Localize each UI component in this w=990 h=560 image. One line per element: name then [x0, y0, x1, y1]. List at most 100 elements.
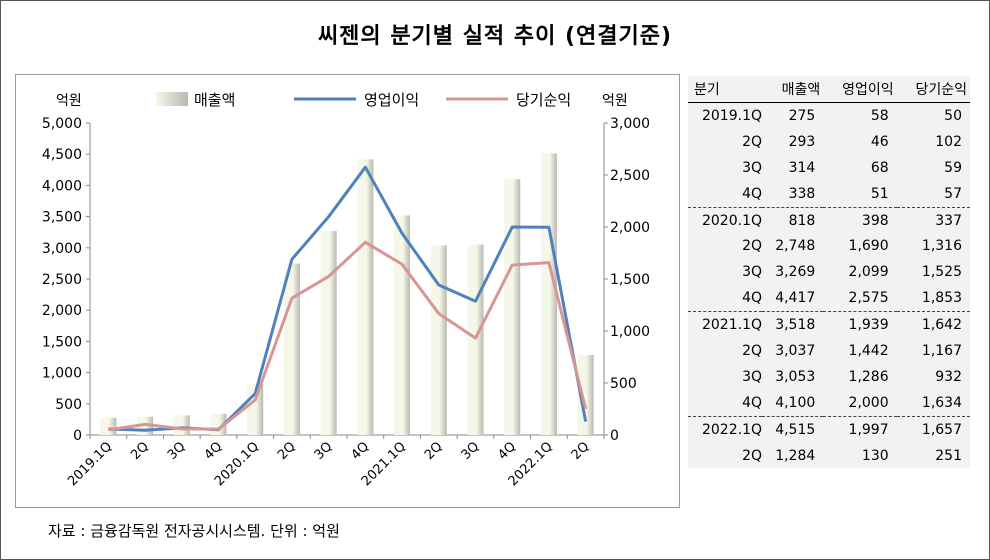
table-cell: 2020.1Q: [701, 212, 762, 229]
table-header: 당기순익: [896, 76, 970, 103]
table-cell: 293: [788, 133, 816, 150]
x-tick-label: 2Q: [275, 439, 299, 463]
left-tick-label: 0: [73, 428, 82, 444]
table-cell: 1,997: [848, 421, 889, 438]
x-tick-label: 2Q: [422, 439, 446, 463]
table-cell: 130: [861, 447, 889, 464]
table-cell: 4,515: [775, 421, 816, 438]
table-row: 2Q 2,748 1,690 1,316: [688, 233, 970, 259]
table-header: 매출액: [762, 76, 824, 103]
table-cell: 2Q: [742, 342, 762, 359]
table-cell: 3,269: [775, 264, 816, 281]
table-cell: 818: [788, 212, 816, 229]
table-cell: 337: [935, 212, 962, 229]
table-cell: 1,634: [896, 389, 970, 417]
left-tick-label: 1,000: [42, 366, 82, 382]
right-tick-label: 0: [610, 428, 619, 444]
bar-revenue: [100, 417, 117, 435]
line-net-income: [108, 240, 588, 432]
table-cell: 1,316: [921, 238, 962, 255]
bar-revenue: [467, 244, 484, 435]
left-tick-label: 3,500: [42, 210, 82, 226]
table-cell: 1,690: [848, 238, 889, 255]
table-cell: 59: [944, 159, 962, 176]
left-tick-label: 500: [55, 397, 82, 413]
bar-revenue: [394, 215, 411, 435]
bar-revenue: [283, 263, 300, 435]
table-cell: 3Q: [742, 264, 762, 281]
table-cell: 2Q: [742, 238, 762, 255]
right-tick-label: 500: [610, 376, 637, 392]
data-table: 분기 매출액 영업이익 당기순익 2019.1Q 275 58 50 2Q 293 46 10…: [688, 76, 970, 469]
table-cell: 58: [870, 107, 889, 124]
x-tick-label: 3Q: [312, 439, 336, 463]
right-tick-label: 3,000: [610, 116, 650, 132]
legend-label-net: 당기순익: [516, 91, 571, 109]
table-cell: 102: [935, 133, 962, 150]
left-tick-label: 4,500: [42, 147, 82, 163]
table-cell: 1,442: [848, 342, 889, 359]
table-cell: 1,284: [775, 447, 816, 464]
bar-revenue: [540, 153, 557, 435]
left-tick-label: 1,500: [42, 334, 82, 350]
table-cell: 338: [762, 180, 824, 208]
source-note: 자료 : 금융감독원 전자공시시스템. 단위 : 억원: [48, 522, 340, 540]
table-cell: 57: [896, 180, 970, 208]
table-cell: 1,642: [921, 317, 962, 334]
table-cell: 2022.1Q: [701, 421, 762, 438]
left-tick-label: 3,000: [42, 241, 82, 257]
bar-revenue: [577, 354, 594, 435]
table-row: 3Q 314 68 59: [688, 155, 970, 181]
bar-revenue: [357, 159, 374, 435]
table-row: 2Q 1,284 130 251: [688, 443, 970, 469]
left-tick-label: 5,000: [42, 116, 82, 132]
table-cell: 2019.1Q: [701, 107, 762, 124]
x-tick-label: 2Q: [128, 439, 152, 463]
table-row: 3Q 3,269 2,099 1,525: [688, 259, 970, 285]
legend-label-revenue: 매출액: [194, 91, 235, 109]
right-tick-label: 2,500: [610, 168, 650, 184]
bar-revenue: [430, 245, 447, 435]
bar-revenue: [320, 231, 337, 435]
x-tick-label: 3Q: [165, 439, 189, 463]
table-cell: 2,748: [775, 238, 816, 255]
bar-revenue: [173, 415, 190, 435]
combo-chart: 0 500 1,000 1,500 2,000 2,500 3,000 3,500 4,000 4…: [42, 91, 650, 489]
table-cell: 4,100: [762, 389, 824, 417]
table-row: 4Q 4,417 2,575 1,853: [688, 285, 970, 313]
x-tick-label: 4Q: [202, 439, 226, 463]
table-cell: 1,286: [848, 368, 889, 385]
left-tick-label: 2,500: [42, 272, 82, 288]
left-tick-label: 4,000: [42, 178, 82, 194]
table-cell: 4Q: [688, 389, 762, 417]
table-header-row: 분기 매출액 영업이익 당기순익: [688, 76, 970, 103]
right-tick-label: 2,000: [610, 220, 650, 236]
table-cell: 1,853: [896, 285, 970, 313]
table-cell: 3Q: [742, 159, 762, 176]
legend-label-operating: 영업이익: [364, 91, 419, 109]
page-title: 씨젠의 분기별 실적 추이 (연결기준): [317, 24, 673, 49]
right-axis-label: 억원: [602, 93, 628, 109]
x-tick-label: 4Q: [348, 439, 372, 463]
table-cell: 68: [870, 159, 889, 176]
table-cell: 275: [788, 107, 816, 124]
table-cell: 3,037: [775, 342, 816, 359]
table-cell: 46: [870, 133, 889, 150]
table-cell: 2Q: [742, 133, 762, 150]
table-cell: 4Q: [688, 285, 762, 313]
table-cell: 2,575: [823, 285, 897, 313]
table-row: 2020.1Q 818 398 337: [688, 207, 970, 233]
legend-swatch-revenue: [156, 92, 188, 106]
table-cell: 3Q: [742, 368, 762, 385]
x-tick-label: 3Q: [459, 439, 483, 463]
x-tick-label: 2019.1Q: [65, 439, 115, 489]
table-cell: 314: [788, 159, 816, 176]
table-row: 3Q 3,053 1,286 932: [688, 364, 970, 390]
table-cell: 2,000: [823, 389, 897, 417]
table-cell: 398: [861, 212, 889, 229]
left-axis-label: 억원: [56, 93, 82, 109]
x-tick-label: 2Q: [569, 439, 593, 463]
table-cell: 4Q: [688, 180, 762, 208]
table-cell: 2Q: [742, 447, 762, 464]
table-cell: 1,167: [921, 342, 962, 359]
